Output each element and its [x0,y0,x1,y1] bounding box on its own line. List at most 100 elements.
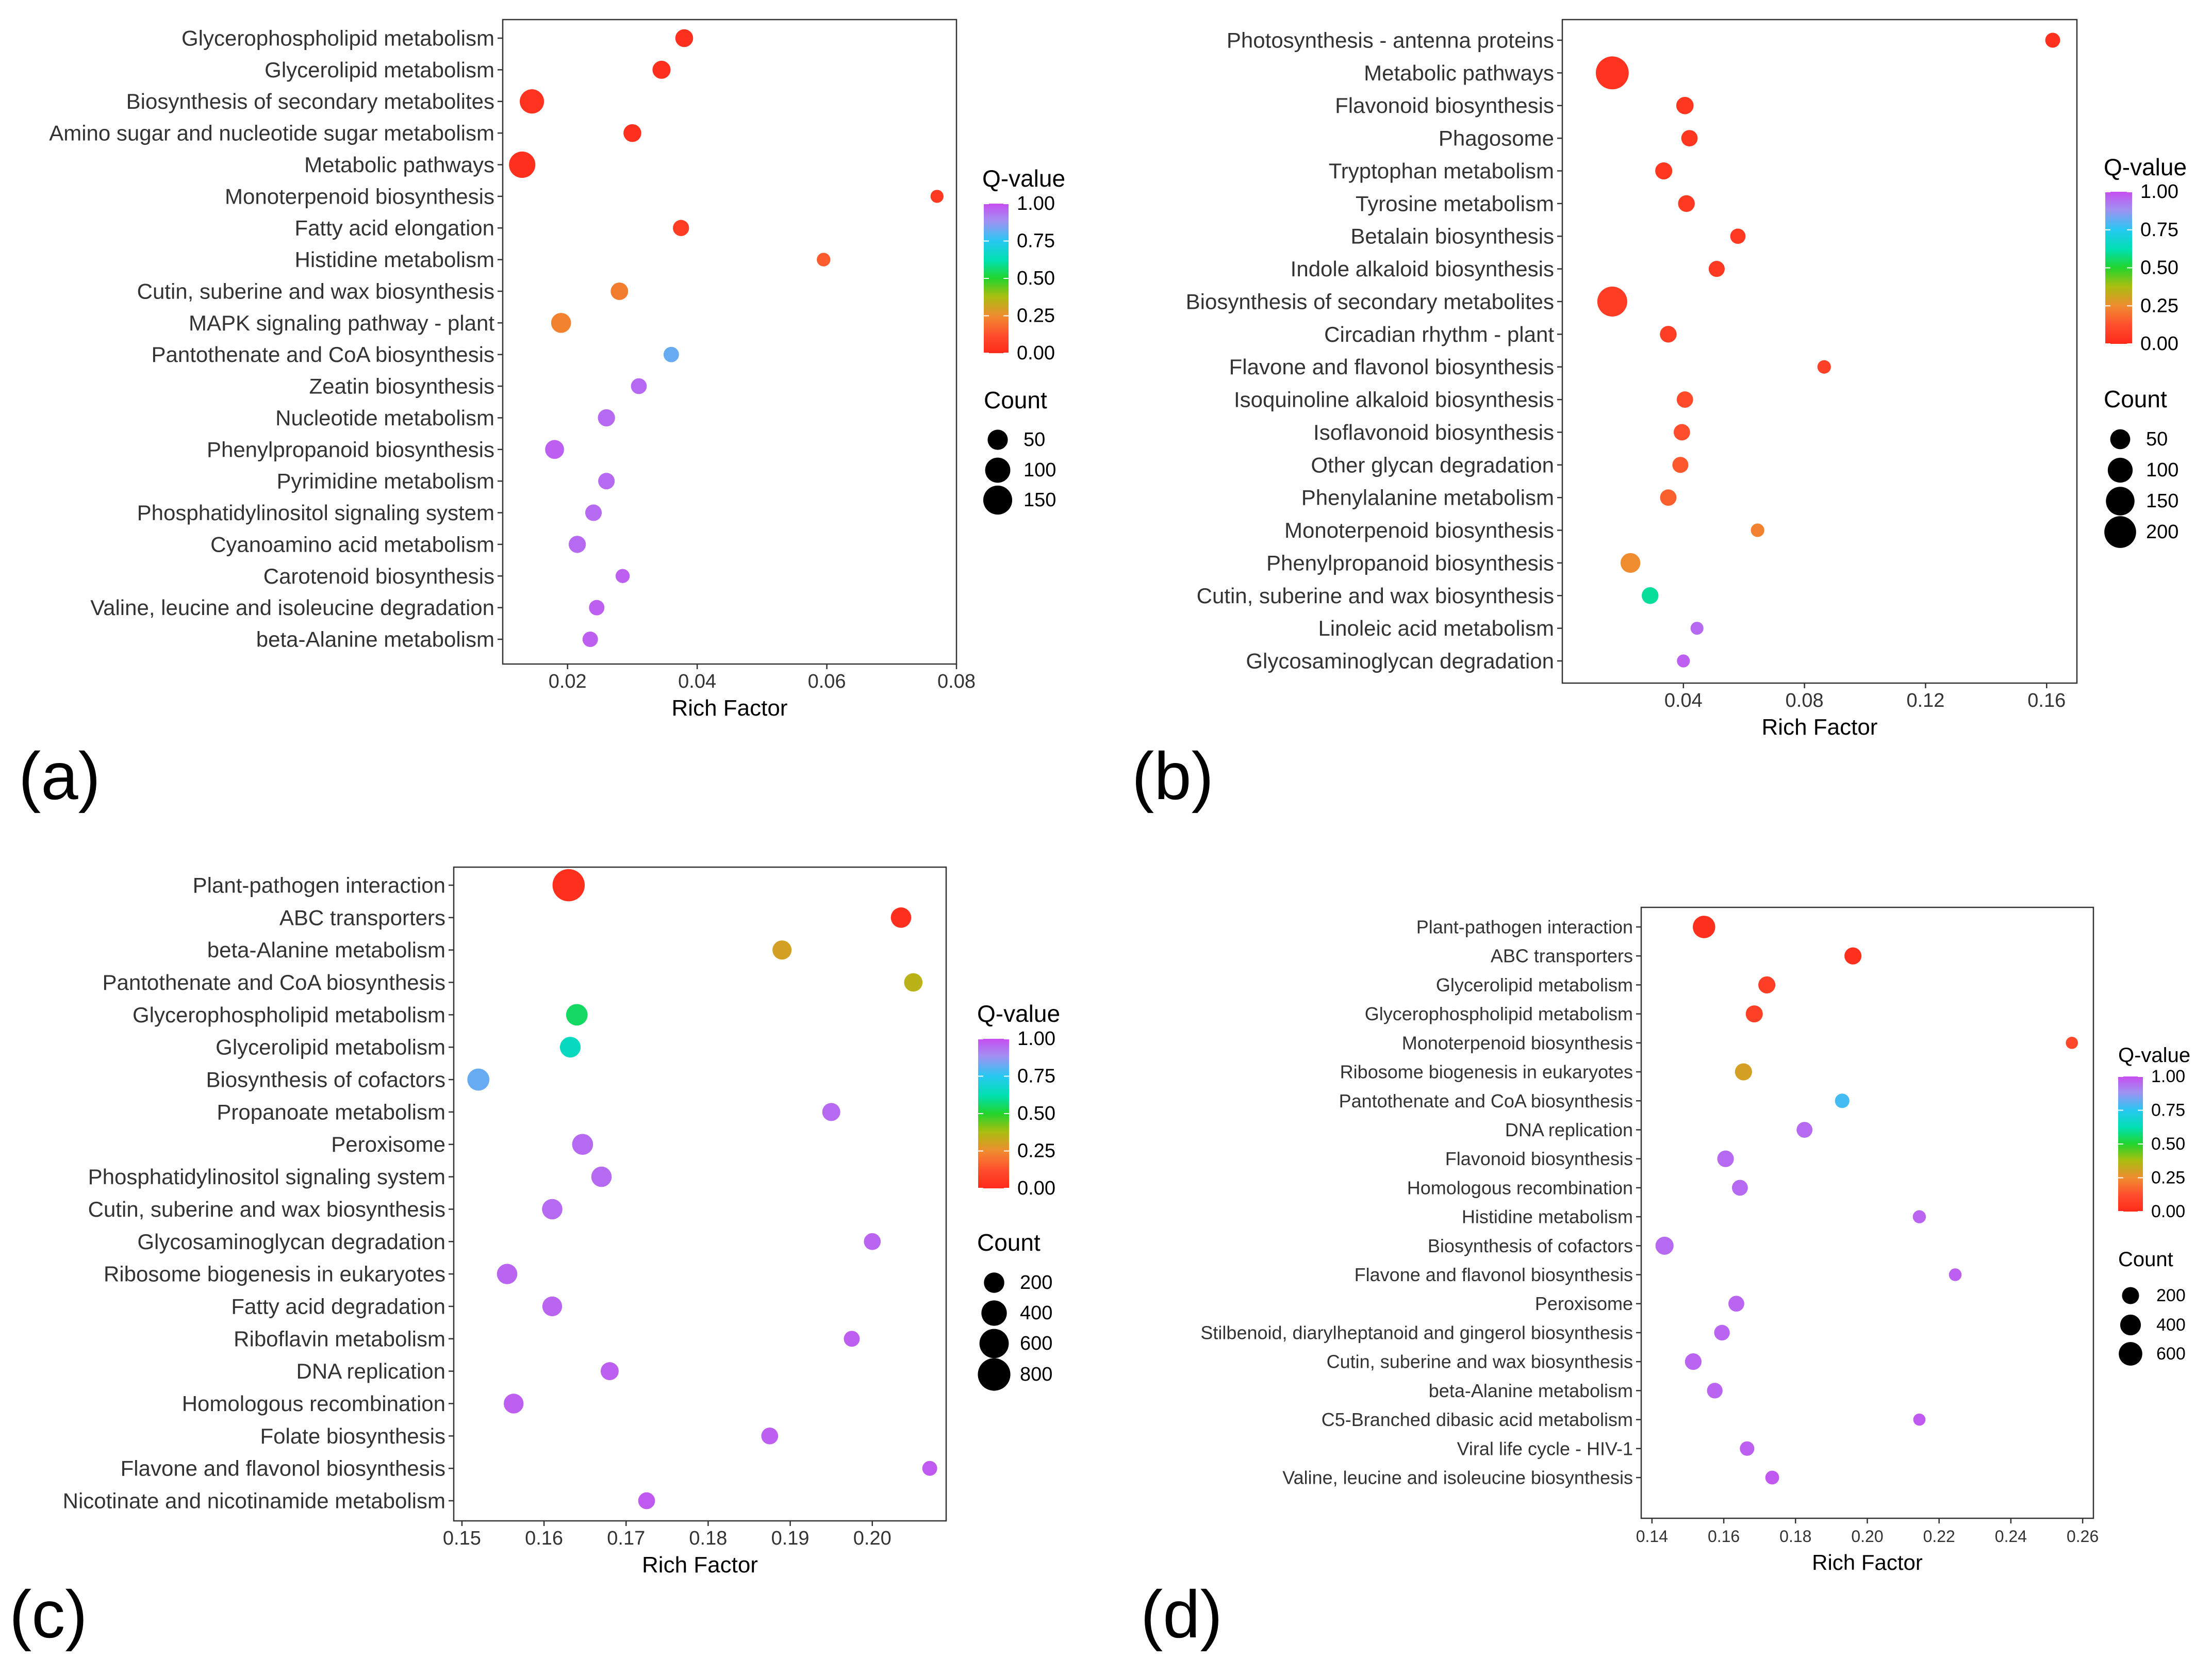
data-point [1949,1268,1962,1281]
size-legend-label: 200 [2156,1286,2186,1305]
category-label: Ribosome biogenesis in eukaryotes [1340,1062,1633,1083]
category-label: Flavone and flavonol biosynthesis [121,1456,445,1481]
category-label: Monoterpenoid biosynthesis [225,184,494,208]
size-legend-dot [981,1300,1007,1326]
colorbar-tick-label: 1.00 [1017,193,1055,214]
panel-label-c: (c) [9,1577,88,1652]
data-point [864,1233,881,1250]
category-label: Phenylpropanoid biosynthesis [1266,551,1554,575]
colorbar-tick-label: 1.00 [2140,181,2178,203]
data-point [2045,32,2060,48]
x-axis-title: Rich Factor [1812,1550,1923,1574]
data-point [1677,654,1690,668]
category-label: Biosynthesis of secondary metabolites [126,89,494,113]
data-point [822,1103,840,1121]
colorbar-tick-label: 0.00 [1017,342,1055,364]
size-legend-dot [985,457,1011,483]
category-label: Cutin, suberine and wax biosynthesis [1327,1351,1633,1372]
category-label: beta-Alanine metabolism [256,627,494,652]
category-label: Tryptophan metabolism [1329,159,1554,183]
category-label: ABC transporters [279,905,445,930]
category-label: Peroxisome [331,1132,445,1156]
data-point [1660,326,1677,343]
size-legend-dot [2106,487,2135,516]
data-point [772,940,792,960]
category-label: Peroxisome [1535,1293,1633,1314]
size-legend-label: 400 [2156,1315,2186,1335]
data-point [615,569,630,583]
category-label: Nucleotide metabolism [275,406,494,430]
colorbar-tick-label: 0.00 [2151,1202,2185,1221]
category-label: Flavone and flavonol biosynthesis [1355,1264,1633,1285]
colorbar-tick-label: 0.50 [1017,1103,1055,1124]
data-point [1660,489,1677,506]
data-point [1655,1236,1674,1255]
category-label: Phenylalanine metabolism [1301,486,1554,510]
data-point [652,60,671,79]
data-point [566,1004,588,1026]
category-label: Glycerolipid metabolism [1436,974,1633,996]
category-label: Plant-pathogen interaction [1416,917,1633,938]
size-legend-label: 200 [2146,521,2178,543]
category-label: Zeatin biosynthesis [309,374,494,399]
size-legend-label: 800 [1020,1364,1052,1385]
data-point [922,1461,937,1476]
data-point [598,473,615,490]
category-label: Glycerophospholipid metabolism [181,26,494,51]
colorbar-tick-label: 1.00 [2151,1067,2185,1086]
size-legend-label: 50 [2146,428,2168,450]
category-label: DNA replication [296,1359,445,1383]
x-tick-label: 0.16 [525,1528,563,1549]
x-tick-label: 0.18 [689,1528,727,1549]
data-point [1735,1063,1752,1081]
colorbar-tick-label: 1.00 [1017,1028,1055,1050]
size-legend-label: 600 [1020,1333,1052,1354]
data-point [509,151,536,178]
size-legend-dot [2122,1287,2139,1304]
data-point [572,1134,593,1155]
category-label: Flavonoid biosynthesis [1445,1148,1633,1169]
category-label: Biosynthesis of cofactors [1428,1235,1633,1256]
size-legend-label: 150 [1024,489,1056,511]
data-point [1740,1441,1755,1456]
category-label: Metabolic pathways [1364,61,1554,85]
plot-frame [502,19,958,665]
category-label: Monoterpenoid biosynthesis [1284,518,1554,542]
colorbar-tick-label: 0.25 [2151,1168,2185,1188]
x-tick-label: 0.12 [1906,690,1944,711]
category-label: Monoterpenoid biosynthesis [1402,1032,1633,1053]
category-label: Flavonoid biosynthesis [1335,93,1554,118]
data-point [520,89,544,114]
data-point [1745,1005,1763,1023]
data-point [1676,96,1694,114]
size-legend-dot [2119,1342,2142,1366]
data-point [904,973,923,992]
category-label: Flavone and flavonol biosynthesis [1229,355,1554,379]
x-tick-label: 0.17 [607,1528,645,1549]
size-legend-dot [2110,429,2131,450]
category-label: Carotenoid biosynthesis [263,564,494,588]
category-label: C5-Branched dibasic acid metabolism [1322,1409,1633,1430]
x-tick-label: 0.04 [1664,690,1703,711]
category-label: Pyrimidine metabolism [277,469,494,493]
data-point [589,600,605,616]
data-point [542,1199,563,1220]
x-tick-label: 0.20 [1851,1527,1883,1546]
data-point [1714,1324,1730,1341]
category-label: Indole alkaloid biosynthesis [1291,257,1554,281]
x-tick-label: 0.24 [1995,1527,2027,1546]
category-label: Propanoate metabolism [217,1100,445,1124]
data-point [582,632,598,647]
category-label: Fatty acid degradation [231,1294,445,1318]
size-legend-label: 600 [2156,1344,2186,1364]
data-point [675,29,694,47]
x-axis-title: Rich Factor [642,1552,758,1578]
colorbar-tick-label: 0.75 [1017,230,1055,252]
x-tick-label: 0.16 [2027,690,2066,711]
colorbar-tick-label: 0.25 [1017,305,1055,327]
x-axis-title: Rich Factor [672,695,788,721]
colorbar-tick-label: 0.75 [2151,1101,2185,1120]
category-label: Pantothenate and CoA biosynthesis [103,970,445,994]
chart-panel-1: Glycerophospholipid metabolism Glycerolip… [49,19,1065,721]
size-legend-label: 200 [1020,1272,1052,1294]
